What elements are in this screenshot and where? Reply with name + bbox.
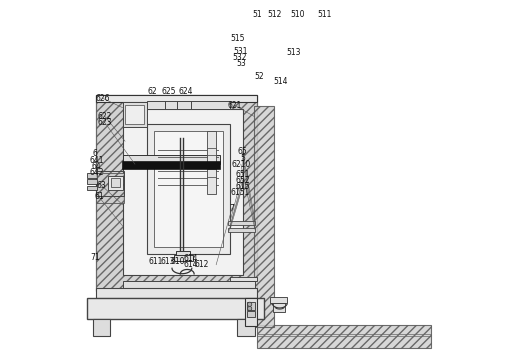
Text: 613: 613: [160, 257, 175, 266]
Bar: [96, 171, 125, 196]
Circle shape: [248, 306, 252, 311]
Text: 614: 614: [184, 260, 198, 269]
Text: 6151: 6151: [231, 188, 250, 197]
Text: 6: 6: [93, 149, 98, 158]
Bar: [96, 173, 125, 203]
Bar: [229, 221, 255, 225]
Text: 65: 65: [238, 147, 248, 156]
Text: 611: 611: [149, 257, 163, 266]
Text: 52: 52: [255, 72, 264, 82]
Bar: [123, 155, 220, 164]
Bar: [93, 319, 110, 336]
Bar: [123, 162, 220, 169]
Circle shape: [248, 302, 252, 306]
Bar: [87, 298, 264, 319]
Text: 5: 5: [240, 154, 245, 163]
Bar: [123, 109, 242, 275]
Bar: [257, 325, 432, 348]
Bar: [96, 95, 257, 102]
Bar: [174, 255, 193, 261]
Bar: [245, 298, 257, 326]
Text: 6210: 6210: [231, 160, 250, 169]
Text: 615: 615: [235, 182, 250, 191]
Text: 510: 510: [291, 10, 305, 19]
Bar: [96, 288, 257, 298]
Text: 614: 614: [184, 254, 198, 263]
Text: 652: 652: [235, 175, 250, 185]
Text: 513: 513: [286, 48, 301, 57]
Bar: [87, 173, 97, 178]
Bar: [87, 298, 264, 319]
Bar: [109, 176, 123, 190]
Text: 621: 621: [227, 101, 241, 110]
Bar: [96, 95, 257, 291]
Text: 61: 61: [94, 192, 104, 202]
Bar: [230, 277, 257, 281]
Text: 515: 515: [230, 34, 245, 43]
Bar: [87, 179, 97, 184]
Text: 642: 642: [89, 168, 104, 178]
Text: 64: 64: [92, 162, 102, 171]
Bar: [272, 303, 285, 312]
Bar: [147, 101, 230, 109]
Bar: [247, 302, 254, 310]
Text: 624: 624: [178, 86, 193, 96]
Text: 53: 53: [237, 59, 247, 68]
Bar: [111, 178, 120, 187]
Text: 625: 625: [161, 86, 176, 96]
Bar: [254, 106, 273, 327]
Bar: [237, 319, 255, 336]
Text: 651: 651: [235, 169, 250, 179]
Bar: [247, 311, 254, 317]
Text: 71: 71: [90, 253, 100, 262]
Bar: [87, 186, 97, 190]
Text: 610: 610: [171, 257, 185, 266]
Text: 62: 62: [147, 86, 157, 96]
Text: 512: 512: [267, 10, 282, 19]
Text: 641: 641: [89, 156, 104, 165]
Bar: [147, 124, 230, 254]
Text: 623: 623: [98, 118, 112, 127]
Bar: [155, 131, 223, 247]
Text: 7: 7: [230, 204, 235, 213]
Bar: [176, 251, 190, 256]
Text: 626: 626: [95, 94, 110, 103]
Bar: [270, 297, 287, 303]
Bar: [123, 102, 147, 127]
Text: 531: 531: [233, 47, 248, 56]
Bar: [125, 105, 144, 124]
Text: 622: 622: [98, 112, 112, 121]
Bar: [207, 131, 216, 194]
Text: 63: 63: [97, 181, 107, 190]
Text: 51: 51: [253, 10, 262, 19]
Bar: [123, 281, 255, 288]
Text: 511: 511: [317, 10, 332, 19]
Text: 532: 532: [232, 53, 247, 62]
Bar: [229, 228, 255, 232]
Text: 514: 514: [274, 77, 288, 86]
Text: 612: 612: [195, 260, 209, 269]
